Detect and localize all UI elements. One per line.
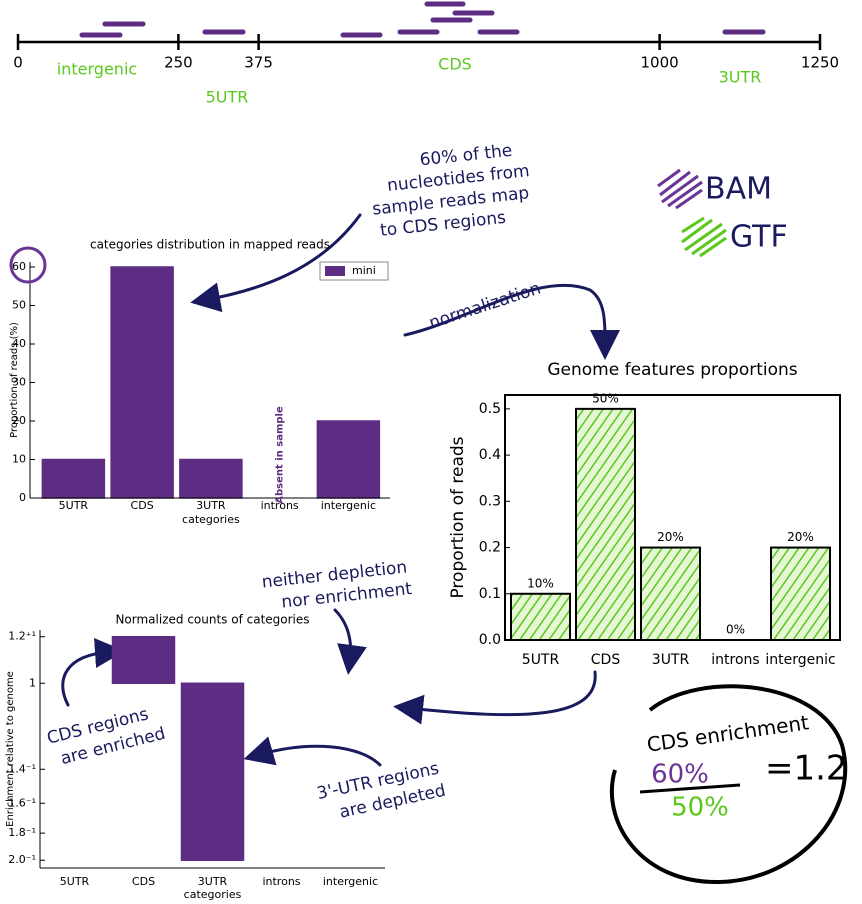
region-label: intergenic [57,60,137,79]
y-tick-label: 0.4 [479,447,501,463]
enrichment-ellipse [609,684,848,885]
x-tick-label: 5UTR [59,499,89,512]
chart-title: Normalized counts of categories [115,613,309,627]
axes-frame [504,394,841,641]
arrow [403,283,620,360]
y-tick-label: 1.4⁻¹ [8,762,36,775]
x-tick-label: 3UTR [652,652,690,668]
y-tick-label: 0.2 [479,540,501,556]
x-tick-label: 5UTR [60,875,90,888]
enrichment-result: =1.2 [765,749,848,789]
y-tick-label: 0.5 [479,401,501,417]
bar [316,420,381,499]
y-axis-label: Proportion of reads [448,436,468,598]
tick-label: 1000 [641,54,679,72]
x-tick-label: 3UTR [198,875,228,888]
tick-label: 250 [164,54,193,72]
fraction-bar [639,783,741,794]
x-tick-label: introns [262,875,300,888]
arrow [190,213,362,313]
x-axis-label: categories [184,888,242,900]
y-tick-label: 20 [12,414,26,427]
legend-swatch [325,266,345,276]
tick-label: 0 [13,54,23,72]
value-label: 10% [527,576,554,590]
value-label: 0% [726,623,745,637]
region-label: 5UTR [206,88,249,107]
annotation: Absent in sample [275,406,286,504]
y-tick-label: 1 [29,676,36,689]
arrow [61,638,125,707]
bar [180,682,245,861]
tick-label: 1250 [801,54,839,72]
x-tick-label: 5UTR [522,652,560,668]
y-tick-label: 40 [12,337,26,350]
arrow [243,736,382,767]
y-tick-label: 10 [12,453,26,466]
y-tick-label: 50 [12,299,26,312]
y-axis-label: Proportion of reads (%) [9,322,20,438]
value-label: 20% [657,530,684,544]
bar [575,407,636,641]
x-tick-label: CDS [131,499,154,512]
bar [510,592,571,641]
x-tick-label: CDS [132,875,155,888]
legend-label: mini [352,264,376,277]
x-tick-label: intergenic [765,652,835,668]
y-tick-label: 2.0⁻¹ [8,853,36,866]
highlight-circle [9,246,47,284]
x-tick-label: intergenic [323,875,378,888]
y-tick-label: 0.3 [479,493,501,509]
y-tick-label: 1.6⁻¹ [8,796,36,809]
chart-title: Genome features proportions [547,360,797,380]
enrichment-denominator: 50% [671,793,729,823]
annotation: 60% of the nucleotides from sample reads… [371,141,530,241]
y-tick-label: 30 [12,376,26,389]
value-label: 20% [787,530,814,544]
x-tick-label: intergenic [321,499,376,512]
bar [770,546,831,642]
y-axis-label: Enrichment relative to genome [5,671,16,827]
bar [640,546,701,642]
tick-label: 375 [244,54,273,72]
annotation: CDS regions are enriched [45,704,167,769]
y-tick-label: 60 [12,260,26,273]
reads [79,1,766,38]
gtf-swatch [681,216,727,258]
annotation: 3'-UTR regions are depleted [315,759,447,823]
x-tick-label: introns [711,652,759,668]
bar [179,458,243,499]
y-tick-label: 0.0 [479,632,501,648]
y-tick-label: 1.2⁺¹ [8,630,36,643]
bam-swatch [657,168,703,210]
annotation: neither depletion nor enrichment [261,557,413,612]
value-label: 50% [592,391,619,405]
chart-title: categories distribution in mapped reads [90,238,330,252]
region-label: 3UTR [719,68,762,87]
legend-label: BAM [705,172,772,207]
enrichment-numerator: 60% [651,760,709,790]
y-tick-label: 0 [19,491,26,504]
x-axis-label: categories [182,513,240,526]
x-tick-label: introns [261,499,299,512]
bar [41,458,106,499]
region-label: CDS [438,55,472,74]
y-tick-label: 1.8⁻¹ [8,826,36,839]
legend-label: GTF [730,220,788,255]
arrow [333,608,367,675]
y-tick-label: 0.1 [479,586,501,602]
arrow [393,670,597,725]
bar [111,635,176,685]
x-tick-label: 3UTR [196,499,226,512]
bar [110,266,174,499]
x-tick-label: CDS [591,652,621,668]
